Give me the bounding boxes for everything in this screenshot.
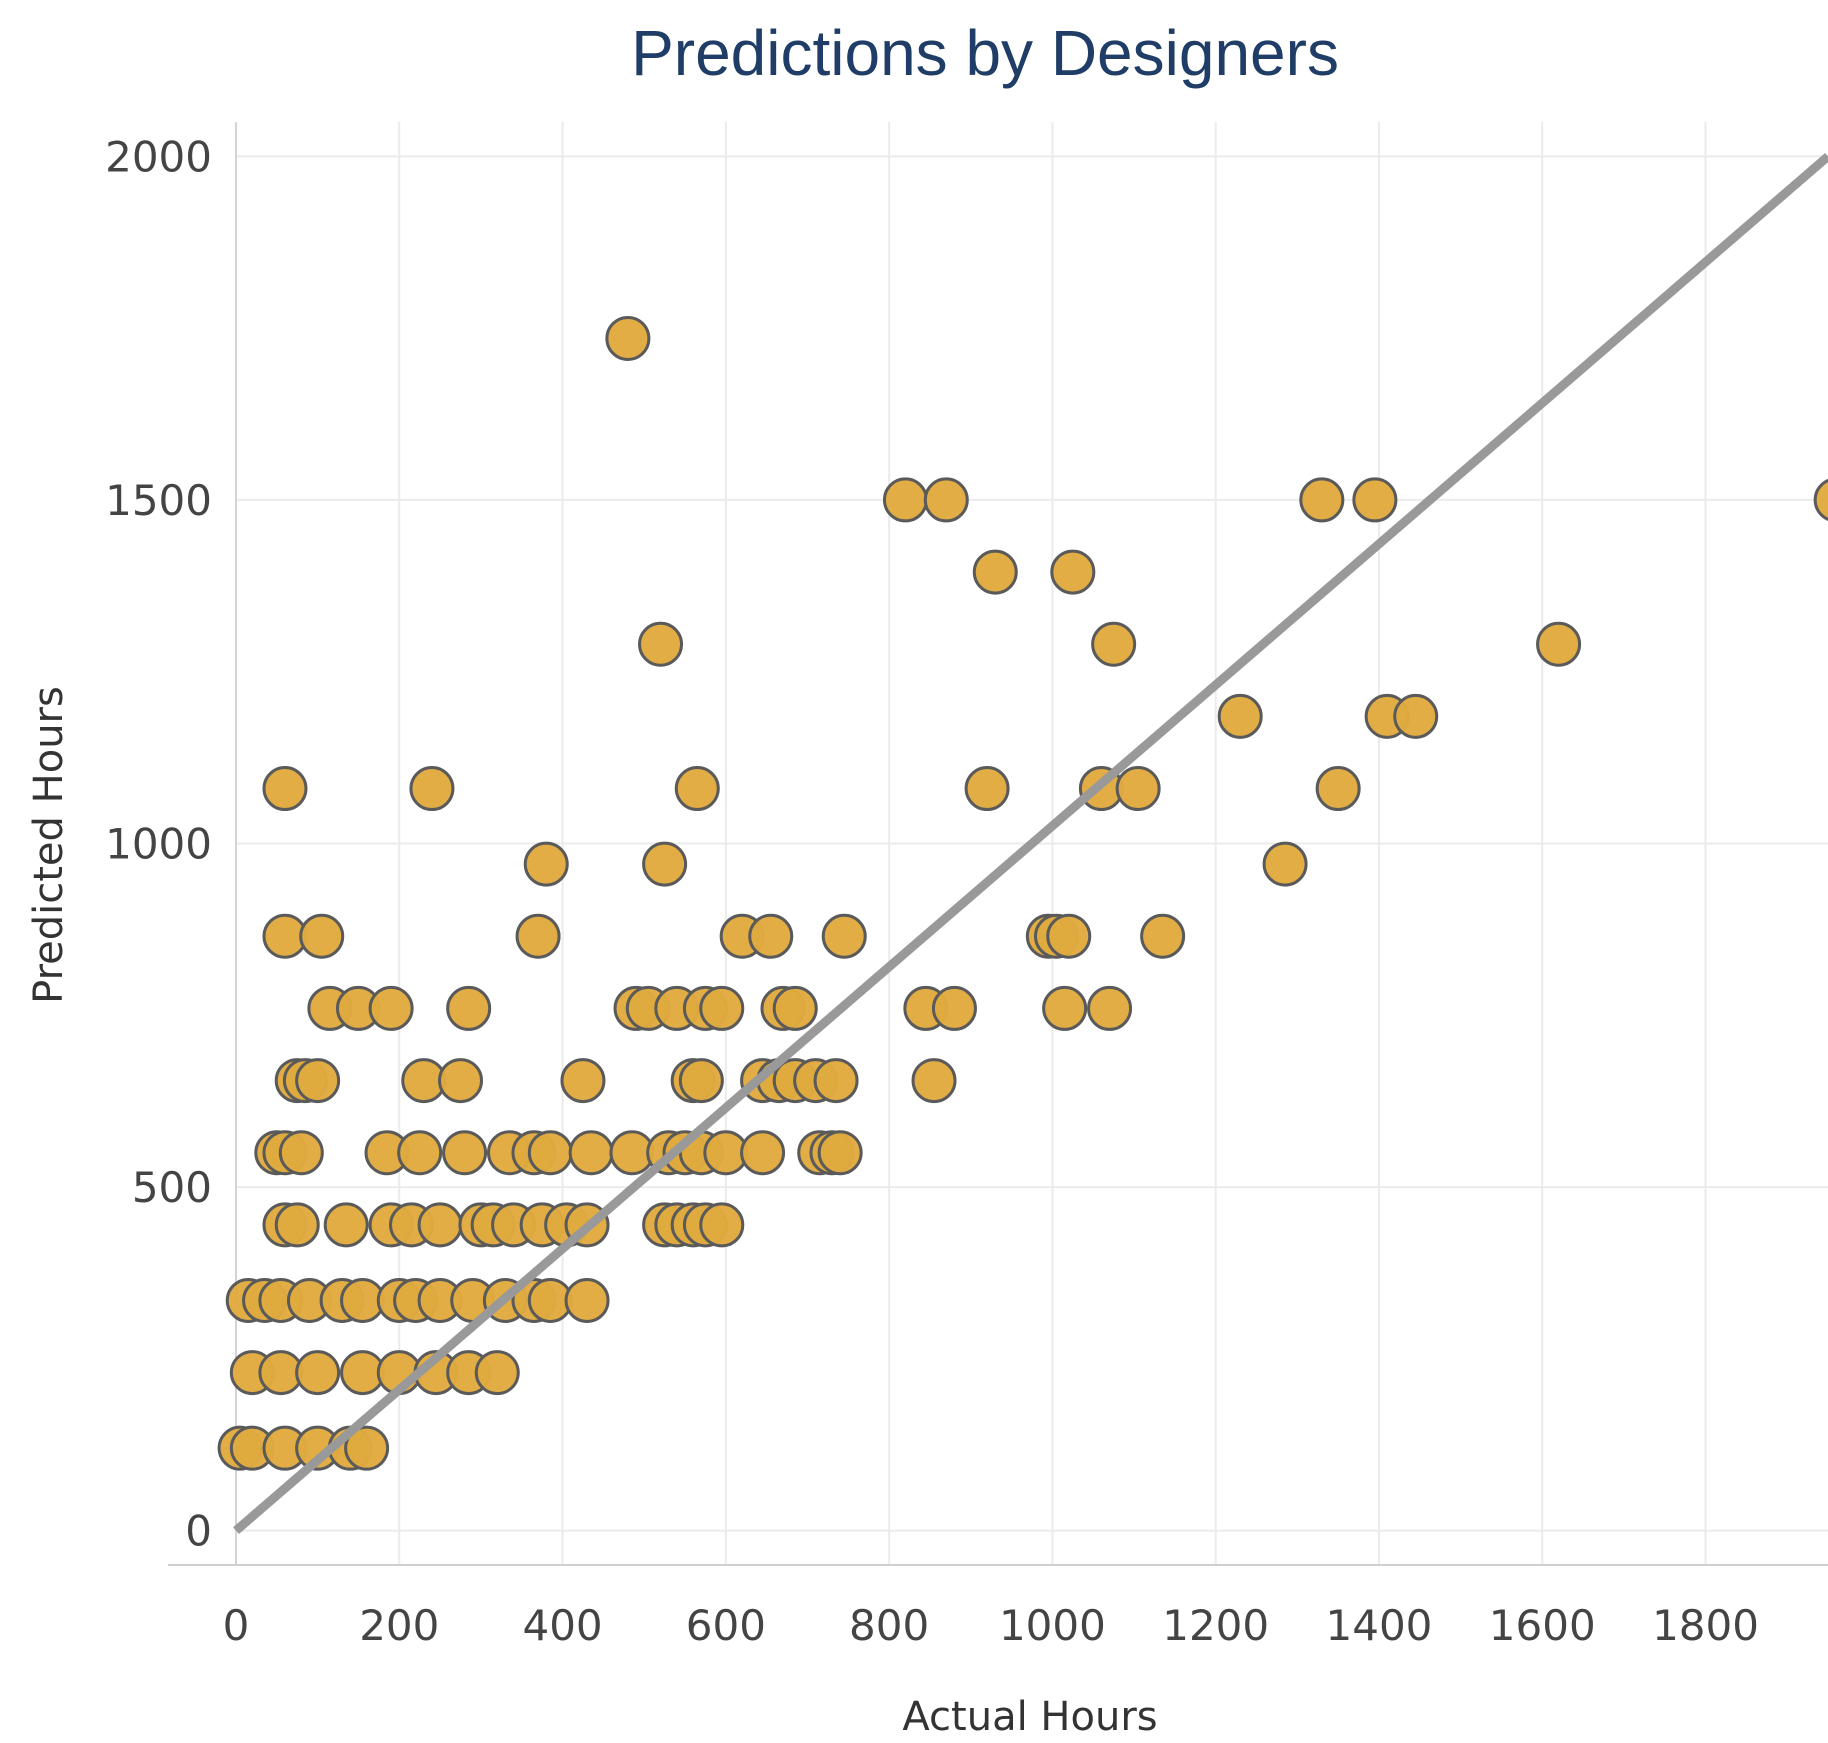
data-point — [642, 841, 688, 887]
data-point — [748, 913, 794, 959]
data-point — [964, 766, 1010, 812]
axes — [168, 122, 1828, 1566]
data-point — [523, 841, 569, 887]
data-point — [1813, 478, 1828, 521]
data-point — [417, 1202, 463, 1248]
data-point — [923, 477, 969, 523]
x-tick-label: 800 — [849, 1601, 929, 1650]
reference-line — [233, 152, 1828, 1535]
data-point — [409, 766, 455, 812]
data-point — [1393, 693, 1439, 739]
y-axis-label: Predicted Hours — [26, 686, 72, 1004]
x-tick-label: 200 — [359, 1601, 439, 1650]
data-point — [678, 1058, 724, 1104]
data-point — [474, 1350, 520, 1396]
data-point — [344, 1425, 390, 1471]
data-point — [1315, 766, 1361, 812]
data-point — [1217, 693, 1263, 739]
data-point — [295, 1350, 341, 1396]
x-tick-label: 1000 — [999, 1601, 1106, 1650]
data-point — [1115, 766, 1161, 812]
x-tick-label: 0 — [223, 1601, 250, 1650]
y-tick-label: 0 — [185, 1507, 212, 1556]
data-point — [560, 1058, 606, 1104]
data-point — [274, 1202, 320, 1248]
data-point — [568, 1130, 614, 1176]
x-tick-label: 400 — [522, 1601, 602, 1650]
data-points — [217, 315, 1828, 1471]
data-point — [1536, 621, 1582, 667]
data-point — [1352, 477, 1398, 523]
data-point — [1046, 913, 1092, 959]
chart-title: Predictions by Designers — [631, 17, 1339, 89]
x-axis-label: Actual Hours — [902, 1694, 1157, 1740]
y-tick-label: 2000 — [105, 132, 212, 181]
y-tick-label: 1500 — [105, 476, 212, 525]
data-point — [699, 985, 745, 1031]
data-point — [438, 1058, 484, 1104]
data-point — [1087, 985, 1133, 1031]
data-point — [911, 1058, 957, 1104]
data-point — [527, 1130, 573, 1176]
grid-lines — [236, 122, 1828, 1565]
data-point — [1042, 985, 1088, 1031]
y-tick-label: 1000 — [105, 820, 212, 869]
data-point — [972, 549, 1018, 595]
data-point — [323, 1202, 369, 1248]
data-point — [299, 913, 345, 959]
data-point — [368, 985, 414, 1031]
data-point — [397, 1130, 443, 1176]
data-point — [1140, 913, 1186, 959]
data-point — [564, 1277, 610, 1323]
data-point — [262, 766, 308, 812]
data-point — [821, 913, 867, 959]
data-point — [605, 315, 651, 361]
data-point — [740, 1130, 786, 1176]
x-tick-label: 1400 — [1326, 1601, 1433, 1650]
data-point — [638, 621, 684, 667]
data-point — [813, 1058, 859, 1104]
data-point — [1091, 621, 1137, 667]
data-point — [699, 1202, 745, 1248]
data-point — [1262, 841, 1308, 887]
data-point — [674, 766, 720, 812]
data-point — [772, 985, 818, 1031]
y-tick-label: 500 — [132, 1163, 212, 1212]
data-point — [817, 1130, 863, 1176]
x-tick-label: 600 — [686, 1601, 766, 1650]
data-point — [515, 913, 561, 959]
x-tick-label: 1800 — [1652, 1601, 1759, 1650]
data-point — [278, 1130, 324, 1176]
x-tick-label: 1600 — [1489, 1601, 1596, 1650]
data-point — [882, 477, 928, 523]
data-point — [1050, 549, 1096, 595]
x-tick-label: 1200 — [1162, 1601, 1269, 1650]
data-point — [1299, 477, 1345, 523]
reference-line-layer — [233, 152, 1828, 1535]
data-point — [446, 985, 492, 1031]
data-point — [295, 1058, 341, 1104]
data-point — [931, 985, 977, 1031]
tick-labels: 0 200 400 600 800 1000 1200 1400 1600 1800 0 500 100… — [105, 132, 1759, 1650]
data-point — [442, 1130, 488, 1176]
